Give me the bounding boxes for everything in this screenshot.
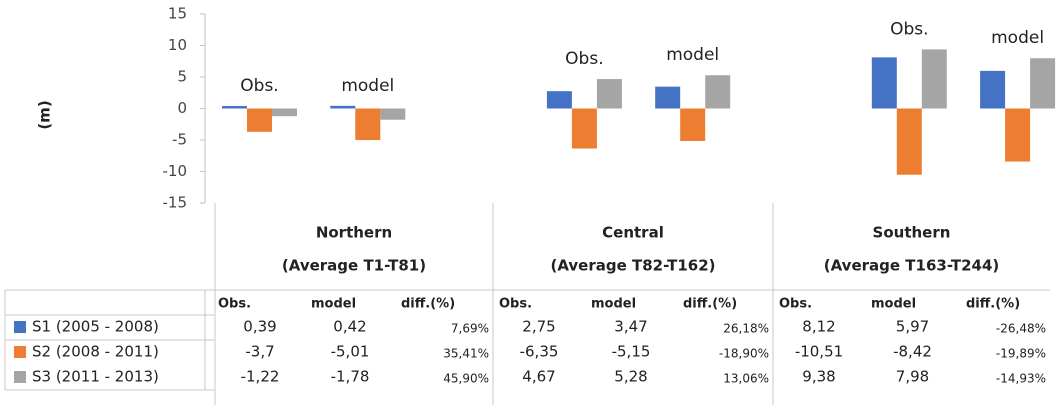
column-header: diff.(%) xyxy=(966,297,1020,312)
column-header: model xyxy=(311,297,356,312)
table-value: -5,01 xyxy=(331,343,370,361)
category-label: model xyxy=(991,28,1044,48)
column-header: Obs. xyxy=(218,297,251,312)
table-value: 0,42 xyxy=(333,318,366,336)
column-header: model xyxy=(591,297,636,312)
bar xyxy=(222,106,247,109)
table-value: -5,15 xyxy=(612,343,651,361)
bar xyxy=(655,86,681,109)
bar xyxy=(980,70,1006,109)
bar xyxy=(705,75,731,109)
region-name: Central xyxy=(602,224,664,242)
bar xyxy=(1005,108,1031,162)
region-subtitle: (Average T163-T244) xyxy=(824,257,1000,275)
bar xyxy=(680,108,706,141)
y-axis-label: (m) xyxy=(36,100,54,129)
region-subtitle: (Average T82-T162) xyxy=(550,257,715,275)
region-subtitle: (Average T1-T81) xyxy=(282,257,426,275)
bar xyxy=(355,108,381,141)
legend-label: S3 (2011 - 2013) xyxy=(32,368,159,386)
y-tick-label: -5 xyxy=(172,131,187,149)
y-tick-label: -10 xyxy=(163,162,188,180)
bar xyxy=(247,108,272,132)
table-value: 4,67 xyxy=(522,368,555,386)
table-value: 9,38 xyxy=(802,368,835,386)
column-header: diff.(%) xyxy=(401,297,455,312)
bar xyxy=(921,49,947,109)
column-header: diff.(%) xyxy=(683,297,737,312)
y-tick-label: -15 xyxy=(163,194,188,212)
legend-swatch xyxy=(14,371,26,383)
table-diff: -26,48% xyxy=(996,322,1046,336)
table-value: 3,47 xyxy=(614,318,647,336)
bar xyxy=(1030,58,1056,109)
category-label: model xyxy=(341,76,394,96)
legend-swatch xyxy=(14,321,26,333)
legend-label: S1 (2005 - 2008) xyxy=(32,318,159,336)
table-diff: 35,41% xyxy=(443,347,489,361)
region-name: Northern xyxy=(316,224,392,242)
region-name: Southern xyxy=(873,224,951,242)
column-header: model xyxy=(871,297,916,312)
table-diff: 45,90% xyxy=(443,372,489,386)
bar xyxy=(571,108,597,149)
bar xyxy=(380,108,406,120)
table-diff: -18,90% xyxy=(719,347,769,361)
table-value: 5,97 xyxy=(896,318,929,336)
table-value: -1,22 xyxy=(241,368,280,386)
table-value: 2,75 xyxy=(522,318,555,336)
y-tick-label: 5 xyxy=(177,68,187,86)
table-value: -10,51 xyxy=(795,343,843,361)
table-diff: -14,93% xyxy=(996,372,1046,386)
bar xyxy=(330,105,356,109)
table-diff: 26,18% xyxy=(723,322,769,336)
bar xyxy=(546,91,572,109)
table-diff: 7,69% xyxy=(451,322,489,336)
table-value: -1,78 xyxy=(331,368,370,386)
category-label: Obs. xyxy=(240,76,278,96)
table-value: 5,28 xyxy=(614,368,647,386)
bar xyxy=(596,79,622,109)
table-diff: 13,06% xyxy=(723,372,769,386)
table-value: -3,7 xyxy=(245,343,274,361)
table-diff: -19,89% xyxy=(996,347,1046,361)
column-header: Obs. xyxy=(499,297,532,312)
table-value: 8,12 xyxy=(802,318,835,336)
table-value: 7,98 xyxy=(896,368,929,386)
table-value: -6,35 xyxy=(520,343,559,361)
table-value: -8,42 xyxy=(893,343,932,361)
category-label: Obs. xyxy=(565,49,603,69)
bar xyxy=(272,108,297,117)
bar xyxy=(871,57,897,109)
y-tick-label: 15 xyxy=(168,5,187,23)
legend-label: S2 (2008 - 2011) xyxy=(32,343,159,361)
category-label: model xyxy=(666,45,719,65)
category-label: Obs. xyxy=(890,19,928,39)
table-value: 0,39 xyxy=(243,318,276,336)
bar xyxy=(896,108,922,175)
y-tick-label: 0 xyxy=(177,99,187,117)
column-header: Obs. xyxy=(779,297,812,312)
y-tick-label: 10 xyxy=(168,36,187,54)
legend-swatch xyxy=(14,346,26,358)
